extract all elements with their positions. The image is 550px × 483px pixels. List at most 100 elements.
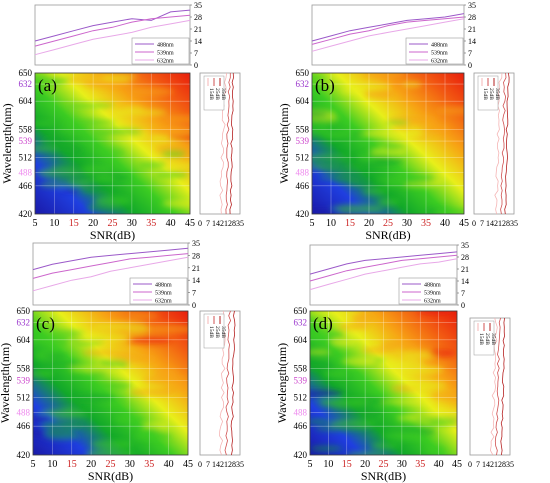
side-inset-tick: 14 xyxy=(486,219,494,228)
legend-label: 632nm xyxy=(155,299,172,305)
y-tick-label: 420 xyxy=(19,209,33,219)
x-tick-label: 30 xyxy=(127,218,137,229)
y-tick-label: 420 xyxy=(294,450,308,460)
x-tick-label: 20 xyxy=(364,218,374,229)
side-inset-tick: 7 xyxy=(480,219,484,228)
y-tick-label: 539 xyxy=(294,375,308,385)
y-tick-label: 650 xyxy=(19,68,33,78)
top-inset-tick: 21 xyxy=(192,264,200,273)
legend-label: 488nm xyxy=(431,43,448,49)
y-tick-label: 539 xyxy=(17,375,31,385)
heatmap-surface xyxy=(310,311,457,455)
top-inset-tick: 0 xyxy=(192,301,196,310)
heatmap-texture xyxy=(33,313,188,455)
top-series-line xyxy=(311,18,465,52)
side-inset-tick: 0 xyxy=(198,460,202,469)
heatmap-surface xyxy=(312,73,464,214)
legend-label: 35dB xyxy=(494,88,500,100)
y-tick-label: 466 xyxy=(19,181,33,191)
y-tick-label: 488 xyxy=(17,407,31,417)
top-series-line xyxy=(32,247,189,271)
y-tick-label: 488 xyxy=(294,407,308,417)
side-inset-tick: 0 xyxy=(198,219,202,228)
x-tick-label: 45 xyxy=(185,218,195,229)
side-inset-tick: 7 xyxy=(476,460,480,469)
x-tick-label: 30 xyxy=(397,459,407,470)
panel-label: (b) xyxy=(315,76,335,95)
legend-label: 539nm xyxy=(155,291,172,297)
top-inset-tick: 14 xyxy=(192,276,200,285)
x-tick-label: 20 xyxy=(360,459,370,470)
y-axis-label: Wavelength(nm) xyxy=(0,103,14,183)
panel-2: (c) 5 10 15 20 25 30 35 40 45 SNR(dB) 420 466 488 512 5… xyxy=(0,239,244,483)
heatmap-surface xyxy=(35,73,190,214)
legend-label: 488nm xyxy=(424,283,441,289)
x-tick-label: 40 xyxy=(164,459,174,470)
side-legend xyxy=(203,313,225,349)
side-legend xyxy=(477,75,499,111)
x-tick-label: 10 xyxy=(49,218,59,229)
heatmap-texture xyxy=(35,73,190,212)
y-axis-label: Wavelength(nm) xyxy=(277,103,291,183)
legend-label: 35dB xyxy=(220,326,226,338)
top-inset-tick: 21 xyxy=(461,265,469,274)
x-tick-label: 45 xyxy=(452,459,462,470)
side-inset-tick: 28 xyxy=(502,219,510,228)
x-tick-label: 45 xyxy=(459,218,469,229)
side-inset-tick: 28 xyxy=(498,460,506,469)
side-series-line xyxy=(494,317,501,456)
y-axis-label: Wavelength(nm) xyxy=(275,343,289,423)
x-tick-label: 35 xyxy=(421,218,431,229)
x-axis-label: SNR(dB) xyxy=(88,469,133,483)
top-inset-tick: 14 xyxy=(461,277,469,286)
side-series-line xyxy=(504,72,510,215)
legend-label: 25dB xyxy=(214,326,220,338)
y-tick-label: 650 xyxy=(17,306,31,316)
y-tick-label: 512 xyxy=(19,153,33,163)
x-tick-label: 15 xyxy=(67,459,77,470)
top-inset-tick: 35 xyxy=(194,1,202,10)
heatmap-frame xyxy=(309,310,458,456)
panel-label: (c) xyxy=(36,314,55,333)
y-tick-label: 420 xyxy=(296,209,310,219)
y-tick-label: 466 xyxy=(296,181,310,191)
legend-label: 488nm xyxy=(157,43,174,49)
y-tick-label: 632 xyxy=(19,79,33,89)
side-series-line xyxy=(494,72,503,215)
x-tick-label: 25 xyxy=(383,218,393,229)
x-axis-label: SNR(dB) xyxy=(365,228,410,242)
y-tick-label: 558 xyxy=(294,364,308,374)
top-series-line xyxy=(34,14,191,47)
top-series-line xyxy=(32,253,189,279)
x-tick-label: 20 xyxy=(86,459,96,470)
top-series-line xyxy=(34,9,191,42)
x-tick-label: 5 xyxy=(308,459,313,470)
side-series-line xyxy=(225,73,231,215)
heatmap-texture xyxy=(312,73,464,214)
legend-label: 632nm xyxy=(157,59,174,65)
x-tick-label: 40 xyxy=(166,218,176,229)
top-inset-tick: 0 xyxy=(194,61,198,70)
y-tick-label: 632 xyxy=(294,317,308,327)
side-inset-tick: 21 xyxy=(220,219,228,228)
legend-label: 15dB xyxy=(208,326,214,338)
y-tick-label: 558 xyxy=(17,364,31,374)
top-inset-tick: 21 xyxy=(468,25,476,34)
side-inset-tick: 0 xyxy=(472,219,476,228)
y-tick-label: 488 xyxy=(296,167,310,177)
legend-label: 15dB xyxy=(208,88,214,100)
x-axis-label: SNR(dB) xyxy=(90,228,135,242)
side-inset-tick: 0 xyxy=(468,460,472,469)
legend-label: 35dB xyxy=(490,333,496,345)
panel-label: (a) xyxy=(38,76,57,95)
side-inset-tick: 7 xyxy=(206,460,210,469)
x-tick-label: 35 xyxy=(144,459,154,470)
panel-1: (b) 5 10 15 20 25 30 35 40 45 SNR(dB) 420 466 488 512 5… xyxy=(277,1,518,242)
side-inset-tick: 21 xyxy=(490,460,498,469)
legend-label: 632nm xyxy=(431,59,448,65)
panel-label: (d) xyxy=(313,314,333,333)
x-tick-label: 15 xyxy=(69,218,79,229)
heatmap-frame xyxy=(311,72,465,215)
y-tick-label: 558 xyxy=(296,124,310,134)
